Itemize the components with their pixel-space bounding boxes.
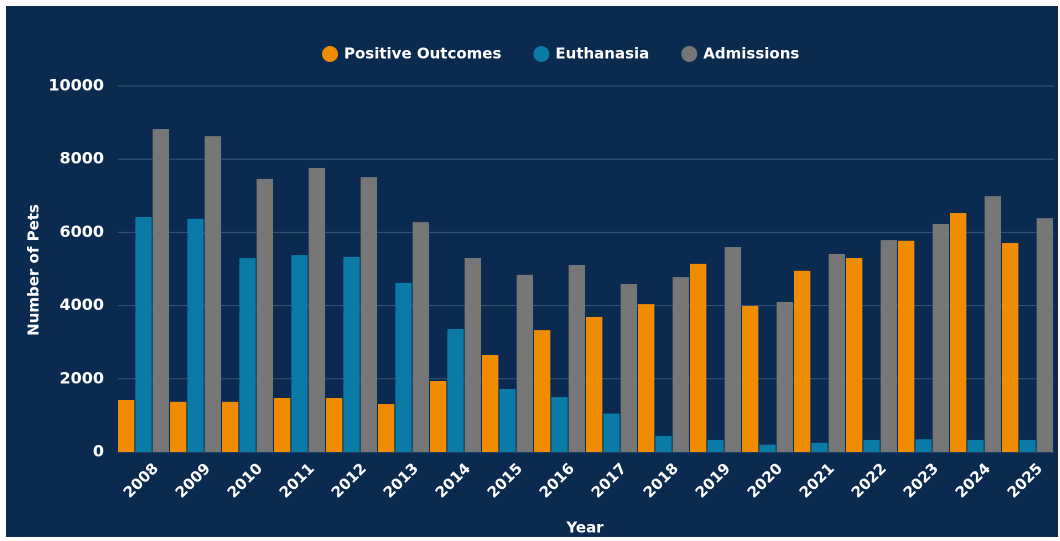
bar	[777, 302, 793, 452]
bar	[309, 168, 325, 452]
bar	[205, 136, 221, 452]
legend-marker	[322, 46, 338, 62]
bar	[673, 277, 689, 452]
bar	[881, 240, 897, 452]
legend-marker	[681, 46, 697, 62]
bar	[239, 258, 255, 452]
legend-label: Admissions	[703, 45, 799, 63]
bar	[586, 317, 602, 452]
bar	[274, 398, 290, 452]
bar	[829, 254, 845, 452]
bar	[534, 330, 550, 452]
bar	[447, 329, 463, 452]
bar	[257, 179, 273, 452]
bar	[811, 443, 827, 452]
bar	[482, 355, 498, 452]
bar	[413, 222, 429, 452]
bar	[846, 258, 862, 452]
bar	[794, 271, 810, 452]
bar	[222, 402, 238, 452]
bar	[551, 397, 567, 452]
bar	[118, 400, 134, 452]
bar	[915, 439, 931, 452]
bar	[499, 389, 515, 452]
y-tick-label: 6000	[59, 222, 104, 241]
bar	[863, 440, 879, 452]
bar	[569, 265, 585, 452]
bar	[933, 224, 949, 452]
bar	[1019, 440, 1035, 452]
bar	[187, 219, 203, 452]
bar	[621, 284, 637, 452]
legend-label: Euthanasia	[555, 45, 649, 63]
y-tick-label: 4000	[59, 295, 104, 314]
bar	[153, 129, 169, 452]
legend-label: Positive Outcomes	[344, 45, 501, 63]
bar	[343, 257, 359, 452]
x-axis-label: Year	[565, 519, 604, 537]
bar	[967, 440, 983, 452]
bar	[655, 436, 671, 452]
bar	[985, 196, 1001, 452]
bar	[291, 255, 307, 452]
bar	[950, 213, 966, 452]
bar	[395, 283, 411, 452]
y-axis-label: Number of Pets	[25, 204, 43, 336]
bar	[170, 402, 186, 452]
y-tick-label: 0	[93, 442, 104, 461]
bar	[707, 440, 723, 452]
y-tick-label: 2000	[59, 368, 104, 387]
bar	[742, 306, 758, 452]
bar	[135, 217, 151, 452]
bar	[517, 275, 533, 452]
bar	[430, 381, 446, 452]
bar	[603, 414, 619, 452]
bar	[690, 264, 706, 452]
bar	[465, 258, 481, 452]
bar	[1037, 218, 1053, 452]
y-tick-label: 10000	[48, 76, 104, 95]
bar	[326, 398, 342, 452]
bar	[898, 241, 914, 452]
bar	[725, 247, 741, 452]
bar	[638, 304, 654, 452]
bar	[1002, 243, 1018, 452]
chart: Number of Pets Year 0 2000 4000 6000 8000 100…	[0, 0, 1060, 537]
bar	[759, 445, 775, 452]
bar	[378, 404, 394, 452]
bar	[361, 177, 377, 452]
y-tick-label: 8000	[59, 149, 104, 168]
legend-marker	[533, 46, 549, 62]
